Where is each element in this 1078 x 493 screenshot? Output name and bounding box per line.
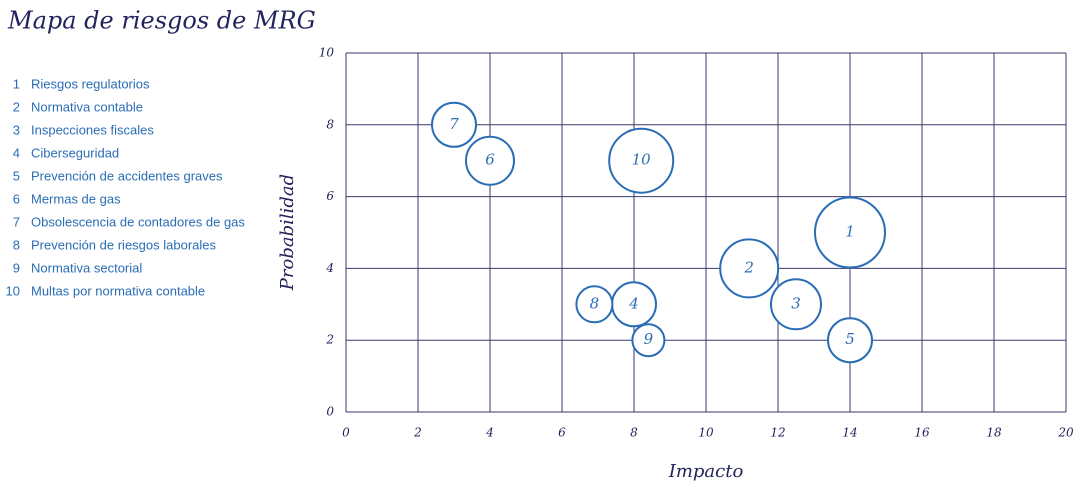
- legend-number: 2: [13, 99, 20, 114]
- bubble-label: 1: [845, 223, 855, 241]
- legend-number: 1: [13, 76, 20, 91]
- legend-text: Ciberseguridad: [31, 145, 119, 160]
- bubble-label: 8: [590, 294, 600, 312]
- bubble: [719, 238, 780, 299]
- legend-text: Normativa contable: [31, 99, 143, 114]
- bubble: [827, 317, 873, 364]
- bubble-label: 3: [791, 294, 801, 312]
- bubble: [631, 323, 666, 358]
- legend-text: Multas por normativa contable: [31, 283, 205, 298]
- x-tick-label: 8: [630, 426, 638, 440]
- bubble-label: 4: [628, 294, 639, 312]
- bubble: [770, 278, 822, 331]
- legend-text: Normativa sectorial: [31, 260, 142, 275]
- x-tick-label: 2: [413, 426, 422, 440]
- bubble-label: 10: [632, 151, 652, 169]
- x-tick-label: 20: [1057, 426, 1074, 440]
- x-tick-label: 6: [558, 426, 566, 440]
- bubble-label: 2: [743, 258, 754, 276]
- legend-text: Obsolescencia de contadores de gas: [31, 214, 245, 229]
- legend-text: Prevención de riesgos laborales: [31, 237, 216, 252]
- x-tick-label: 14: [842, 426, 857, 440]
- chart-title: Mapa de riesgos de MRG: [7, 7, 316, 35]
- y-tick-label: 4: [325, 261, 334, 275]
- legend-number: 8: [13, 237, 20, 252]
- bubble: [608, 127, 675, 194]
- bubble-label: 9: [644, 330, 654, 348]
- bubble: [431, 101, 477, 148]
- y-tick-label: 6: [326, 189, 334, 203]
- y-axis-label: Probabilidad: [277, 174, 298, 291]
- y-tick-label: 0: [326, 405, 334, 419]
- bubble: [465, 135, 515, 186]
- legend-text: Inspecciones fiscales: [31, 122, 154, 137]
- legend-text: Prevención de accidentes graves: [31, 168, 223, 183]
- y-tick-label: 2: [325, 333, 334, 347]
- y-tick-label: 10: [319, 46, 335, 60]
- legend-number: 3: [13, 122, 20, 137]
- legend-number: 5: [13, 168, 20, 183]
- legend-number: 4: [13, 145, 20, 160]
- bubble-label: 7: [449, 115, 459, 133]
- legend-number: 9: [13, 260, 20, 275]
- x-tick-label: 18: [986, 426, 1002, 440]
- legend-number: 10: [6, 283, 20, 298]
- legend-text: Riesgos regulatorios: [31, 76, 150, 91]
- x-tick-label: 4: [485, 426, 494, 440]
- y-tick-label: 8: [326, 117, 334, 131]
- bubble-label: 5: [845, 330, 855, 348]
- x-tick-label: 16: [914, 426, 930, 440]
- bubble: [575, 285, 614, 324]
- bubble: [814, 196, 886, 269]
- bubble-label: 6: [485, 151, 495, 169]
- x-tick-label: 12: [770, 426, 785, 440]
- legend-text: Mermas de gas: [31, 191, 121, 206]
- legend-number: 7: [13, 214, 20, 229]
- legend-number: 6: [13, 191, 20, 206]
- x-axis-label: Impacto: [668, 461, 744, 482]
- x-tick-label: 10: [698, 426, 714, 440]
- x-tick-label: 0: [342, 426, 350, 440]
